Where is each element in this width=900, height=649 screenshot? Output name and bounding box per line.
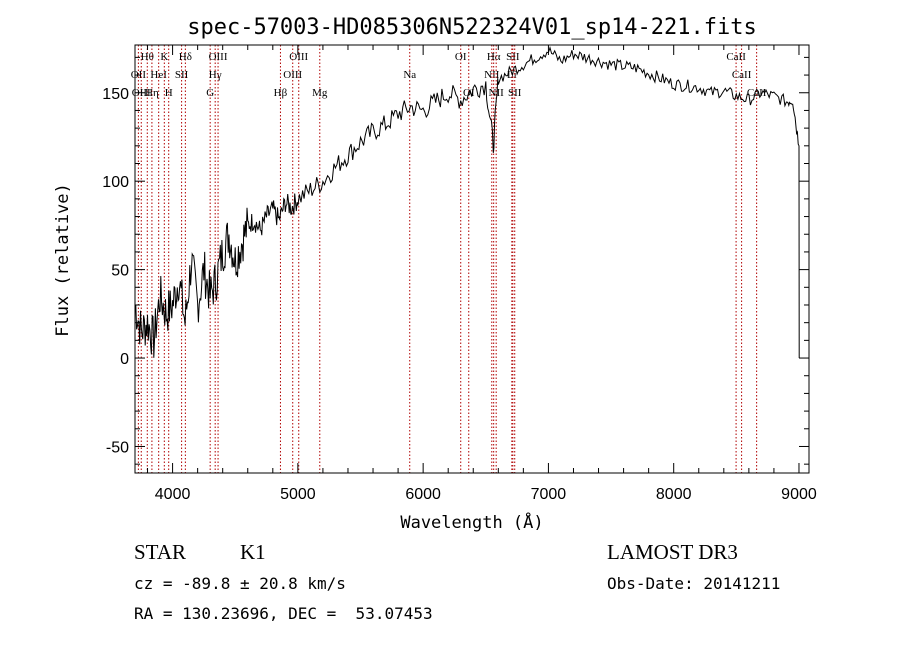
object-subclass: K1 <box>240 540 266 564</box>
x-tick-label: 6000 <box>405 486 441 503</box>
marker-label: OIII <box>283 69 302 81</box>
plot-frame <box>134 44 810 474</box>
y-axis-label: Flux (relative) <box>53 183 73 337</box>
marker-label: G <box>206 87 214 99</box>
marker-label: Li <box>507 69 517 81</box>
y-tick-label: 100 <box>102 174 129 191</box>
observation-date: Obs-Date: 20141211 <box>607 574 781 593</box>
marker-label: Hθ <box>141 51 154 63</box>
marker-label: Hη <box>145 87 159 99</box>
line-markers: OIIOIIIHθHηHeIKHSIIHδGHγOIIIHβOIIIOIIIMg… <box>131 45 767 473</box>
survey-name: LAMOST DR3 <box>607 540 738 564</box>
coordinates: RA = 130.23696, DEC = 53.07453 <box>134 604 433 623</box>
y-tick-label: -50 <box>106 439 129 456</box>
flux-trace <box>134 45 800 359</box>
marker-label: OI <box>455 51 467 63</box>
x-axis-label: Wavelength (Å) <box>400 511 543 533</box>
x-tick-label: 5000 <box>280 486 316 503</box>
marker-label: Hδ <box>179 51 192 63</box>
marker-label: SII <box>175 69 189 81</box>
chart-title: spec-57003-HD085306N522324V01_sp14-221.f… <box>187 15 757 40</box>
redshift-velocity: cz = -89.8 ± 20.8 km/s <box>134 574 346 593</box>
marker-label: Hα <box>487 51 501 63</box>
marker-label: SII <box>506 51 520 63</box>
marker-label: Na <box>403 69 416 81</box>
marker-label: NII <box>489 87 505 99</box>
x-tick-label: 9000 <box>781 486 817 503</box>
y-axis: -50 0 50 100 150 <box>102 56 809 465</box>
x-tick-label: 8000 <box>656 486 692 503</box>
y-tick-label: 0 <box>120 351 129 368</box>
x-axis: 4000 5000 6000 7000 8000 9000 <box>147 45 817 503</box>
x-tick-label: 7000 <box>531 486 567 503</box>
x-tick-label: 4000 <box>155 486 191 503</box>
marker-label: OIII <box>209 51 228 63</box>
marker-label: H <box>165 87 173 99</box>
flux-series <box>134 45 800 359</box>
marker-label: HeI <box>150 69 167 81</box>
marker-label: K <box>160 51 168 63</box>
marker-label: CaII <box>747 87 767 99</box>
marker-label: OIII <box>289 51 308 63</box>
marker-label: Hβ <box>274 87 288 99</box>
y-tick-label: 50 <box>111 263 129 280</box>
marker-label: CaII <box>732 69 752 81</box>
y-tick-label: 150 <box>102 86 129 103</box>
marker-label: Mg <box>312 87 328 99</box>
marker-label: SII <box>508 87 522 99</box>
marker-label: CaII <box>726 51 746 63</box>
marker-label: Hγ <box>209 69 222 81</box>
spectrum-chart: spec-57003-HD085306N522324V01_sp14-221.f… <box>53 15 817 533</box>
object-class: STAR <box>134 540 186 564</box>
